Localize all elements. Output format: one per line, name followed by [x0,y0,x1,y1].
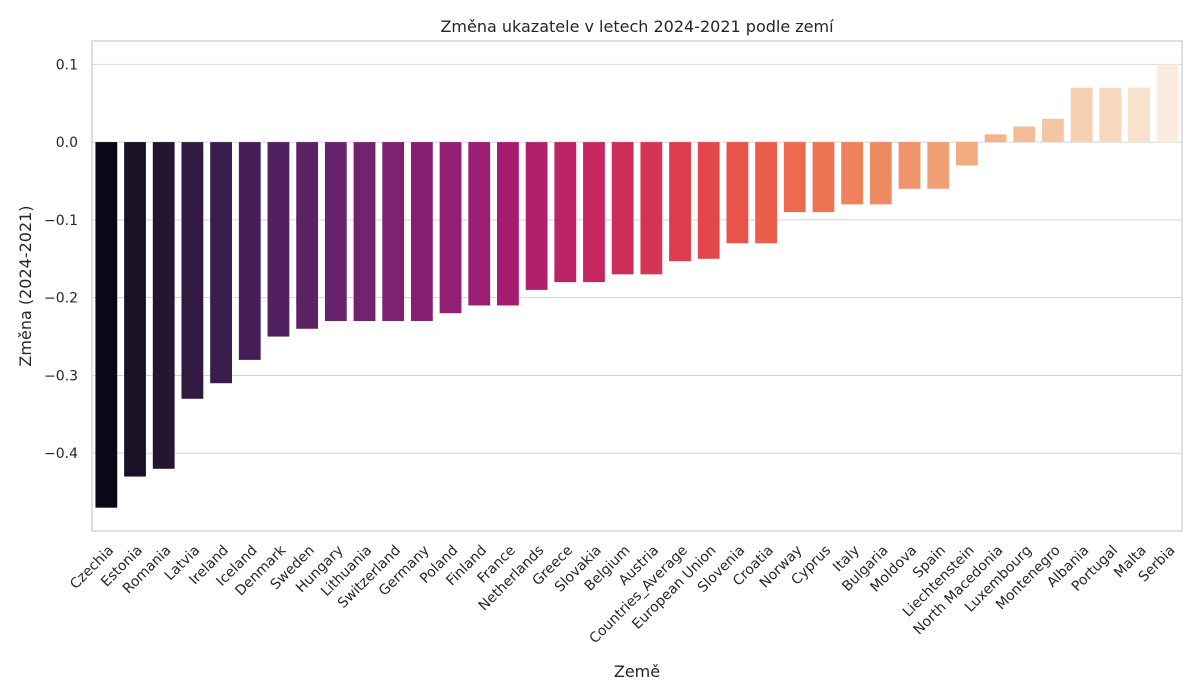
y-axis-label: Změna (2024-2021) [16,205,35,366]
bar [841,142,864,205]
bar [669,142,691,262]
bar [410,142,433,321]
x-tick-labels: CzechiaEstoniaRomaniaLatviaIrelandIcelan… [67,542,1178,647]
bar [525,142,548,290]
bar [1099,87,1122,143]
bar [181,142,204,399]
y-tick-label: −0.3 [44,368,78,384]
bar [382,142,405,321]
bar [468,142,491,306]
bar [554,142,577,283]
bar [210,142,232,384]
bar [812,142,835,213]
bars [95,64,1179,508]
bar [497,142,519,306]
bar [1042,118,1064,143]
bar [1013,126,1036,143]
bar [755,142,777,244]
chart-title: Změna ukazatele v letech 2024-2021 podle… [440,17,834,36]
bar [439,142,462,314]
y-tick-label: 0.1 [56,57,78,73]
bar [124,142,146,477]
bar [1070,87,1093,143]
bar [324,142,347,321]
y-tick-label: −0.1 [44,213,78,229]
bar [1128,87,1150,143]
bar [783,142,806,213]
bar [898,142,921,189]
y-tick-label: −0.4 [44,446,78,462]
bar [611,142,634,275]
y-tick-labels: −0.4 −0.3 −0.2 −0.1 0.0 0.1 [44,57,78,462]
bar [296,142,319,329]
bar [984,134,1007,143]
bar [726,142,749,244]
bar [927,142,950,189]
bar [697,142,720,259]
bar [640,142,663,275]
bar [267,142,290,337]
bar [353,142,376,321]
bar [955,142,978,166]
x-axis-label: Země [614,662,660,681]
y-tick-label: −0.2 [44,291,78,307]
y-tick-label: 0.0 [56,135,78,151]
bar [1156,64,1179,143]
bar [869,142,892,205]
bar [152,142,175,469]
bar [583,142,605,283]
bar [238,142,261,360]
plot-frame [91,40,1183,532]
bar [95,142,118,508]
